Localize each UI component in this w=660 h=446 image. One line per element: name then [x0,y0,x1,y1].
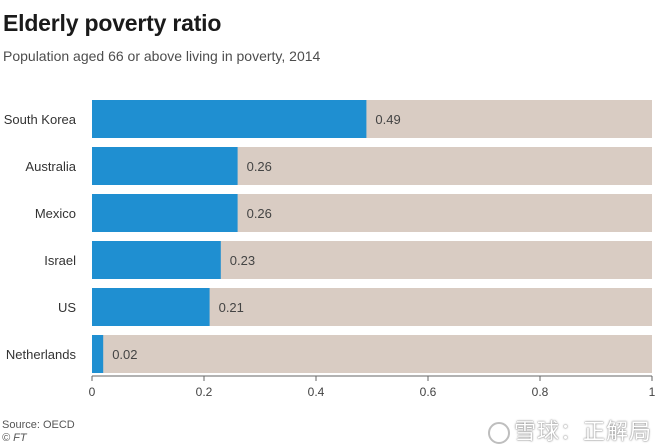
copyright-note: © FT [2,432,27,444]
category-label: US [58,300,76,315]
category-label: Israel [44,253,76,268]
bar [92,147,238,185]
x-tick-label: 1 [649,385,656,399]
bar [92,194,238,232]
category-label: Australia [25,159,76,174]
chart-title: Elderly poverty ratio [3,10,222,36]
category-label: South Korea [4,112,77,127]
watermark-text: 雪球：正解局 [513,419,652,444]
bar [92,288,210,326]
data-label: 0.02 [112,347,137,362]
bar [92,241,221,279]
category-label: Netherlands [6,347,77,362]
snowball-logo-icon [487,422,510,445]
data-label: 0.49 [375,112,400,127]
source-note: Source: OECD [2,419,75,431]
watermark: 雪球：正解局 [487,414,652,446]
x-tick-label: 0 [89,385,96,399]
data-label: 0.23 [230,253,255,268]
x-tick-label: 0.4 [308,385,325,399]
bar [92,335,104,373]
data-label: 0.26 [247,159,272,174]
bar [92,100,367,138]
chart-subtitle: Population aged 66 or above living in po… [3,48,321,64]
x-tick-label: 0.8 [532,385,549,399]
x-tick-label: 0.6 [420,385,437,399]
bar-track [92,335,652,373]
data-label: 0.21 [219,300,244,315]
category-label: Mexico [35,206,76,221]
data-label: 0.26 [247,206,272,221]
x-tick-label: 0.2 [196,385,213,399]
